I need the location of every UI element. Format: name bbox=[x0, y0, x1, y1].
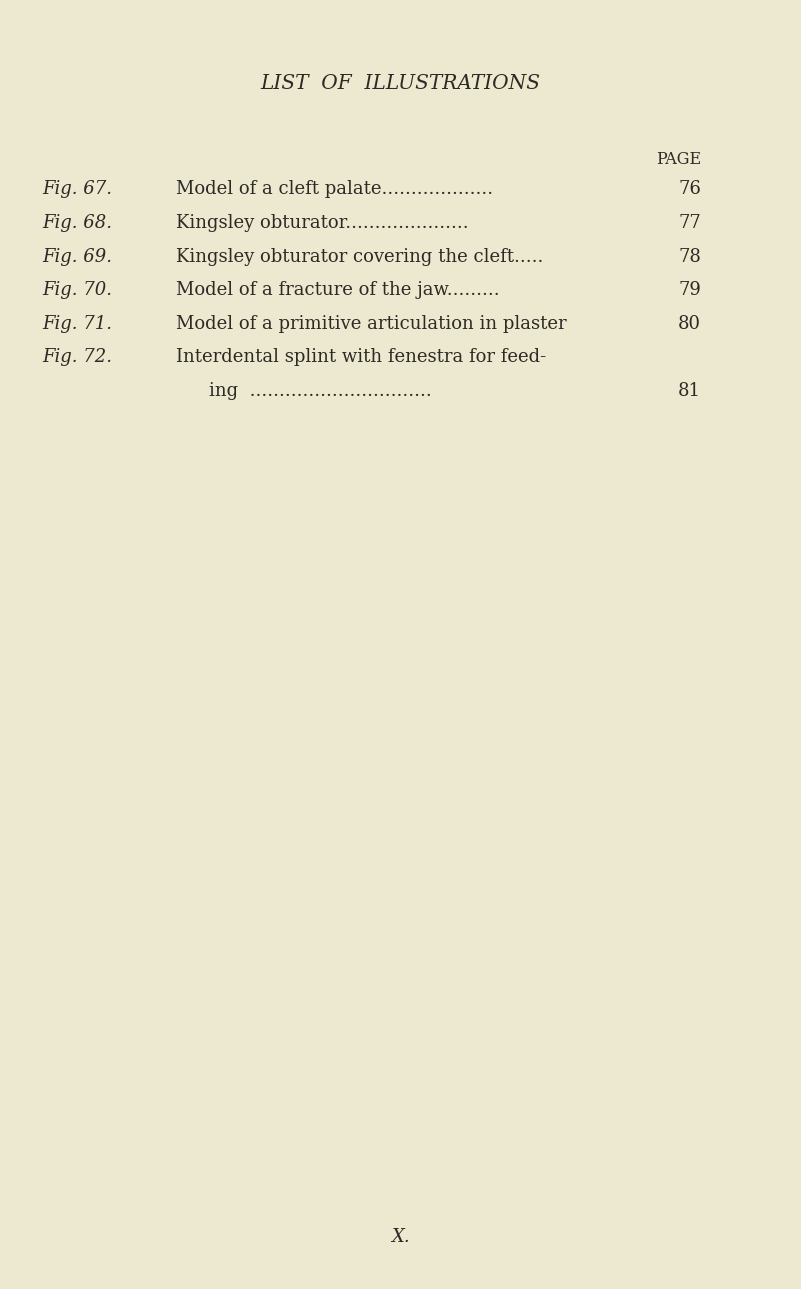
Text: Model of a cleft palate...................: Model of a cleft palate.................… bbox=[176, 180, 493, 199]
Text: Kingsley obturator.....................: Kingsley obturator..................... bbox=[176, 214, 469, 232]
Text: 80: 80 bbox=[678, 315, 701, 333]
Text: Model of a primitive articulation in plaster: Model of a primitive articulation in pla… bbox=[176, 315, 567, 333]
Text: Interdental splint with fenestra for feed-: Interdental splint with fenestra for fee… bbox=[176, 348, 546, 366]
Text: Fig. 71.: Fig. 71. bbox=[42, 315, 112, 333]
Text: 76: 76 bbox=[678, 180, 701, 199]
Text: Fig. 67.: Fig. 67. bbox=[42, 180, 112, 199]
Text: 77: 77 bbox=[678, 214, 701, 232]
Text: Fig. 72.: Fig. 72. bbox=[42, 348, 112, 366]
Text: 79: 79 bbox=[678, 281, 701, 299]
Text: X.: X. bbox=[391, 1228, 410, 1246]
Text: LIST  OF  ILLUSTRATIONS: LIST OF ILLUSTRATIONS bbox=[260, 75, 541, 93]
Text: Fig. 70.: Fig. 70. bbox=[42, 281, 112, 299]
Text: ing  ...............................: ing ............................... bbox=[209, 382, 432, 400]
Text: PAGE: PAGE bbox=[656, 151, 701, 169]
Text: Fig. 69.: Fig. 69. bbox=[42, 247, 112, 266]
Text: 78: 78 bbox=[678, 247, 701, 266]
Text: Kingsley obturator covering the cleft.....: Kingsley obturator covering the cleft...… bbox=[176, 247, 544, 266]
Text: Model of a fracture of the jaw.........: Model of a fracture of the jaw......... bbox=[176, 281, 500, 299]
Text: 81: 81 bbox=[678, 382, 701, 400]
Text: Fig. 68.: Fig. 68. bbox=[42, 214, 112, 232]
